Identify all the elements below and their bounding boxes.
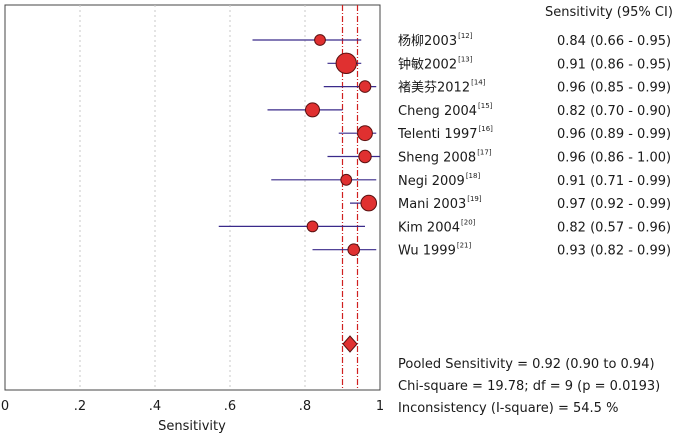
x-tick-label: .6	[224, 399, 236, 414]
pooled-diamond-group	[342, 335, 358, 353]
pooled-diamond	[342, 335, 358, 353]
study-marker	[306, 220, 319, 233]
study-ref: [18]	[466, 172, 481, 180]
study-value: 0.96 (0.86 - 1.00)	[557, 151, 671, 166]
study-value: 0.96 (0.89 - 0.99)	[557, 127, 671, 142]
study-ref: [14]	[471, 79, 486, 87]
study-marker	[358, 149, 372, 164]
study-markers	[305, 34, 378, 256]
study-marker	[314, 34, 326, 46]
study-name: Kim 2004	[398, 220, 460, 235]
study-value: 0.96 (0.85 - 0.99)	[557, 81, 671, 96]
study-name: Cheng 2004	[398, 104, 477, 119]
study-ref: [21]	[457, 242, 472, 250]
x-axis-title: Sensitivity	[158, 419, 226, 434]
study-marker	[357, 125, 373, 142]
summary-stats: Pooled Sensitivity = 0.92 (0.90 to 0.94)…	[398, 357, 660, 416]
study-name: Telenti 1997	[397, 127, 478, 142]
study-ref: [15]	[478, 102, 493, 110]
study-name: Mani 2003	[398, 197, 466, 212]
study-ref: [16]	[479, 125, 494, 133]
summary-line: Chi-square = 19.78; df = 9 (p = 0.0193)	[398, 379, 660, 394]
study-value: 0.91 (0.86 - 0.95)	[557, 57, 671, 72]
study-marker	[305, 102, 320, 118]
study-name: 钟敏2002	[398, 56, 457, 72]
pooled-lines	[341, 5, 359, 390]
study-value: 0.97 (0.92 - 0.99)	[557, 197, 671, 212]
study-marker	[358, 80, 372, 93]
study-marker	[360, 194, 378, 212]
x-tick-label: .8	[299, 399, 311, 414]
study-ref: [13]	[458, 55, 473, 63]
study-name: Wu 1999	[398, 244, 456, 259]
summary-line: Inconsistency (I-square) = 54.5 %	[398, 401, 618, 416]
study-ref: [20]	[461, 218, 476, 226]
summary-line: Pooled Sensitivity = 0.92 (0.90 to 0.94)	[398, 357, 655, 372]
plot-frame	[4, 4, 381, 391]
study-marker	[347, 243, 361, 256]
study-values: 0.84 (0.66 - 0.95) 0.91 (0.86 - 0.95) 0.96…	[557, 34, 671, 259]
x-tick-label: 0	[1, 399, 9, 414]
x-tick-label: 1	[376, 399, 384, 414]
study-name: 褚美芬2012	[398, 81, 470, 96]
study-ref: [17]	[477, 149, 492, 157]
study-value: 0.82 (0.57 - 0.96)	[557, 220, 671, 235]
x-tick-label: .2	[74, 399, 86, 414]
grid-lines	[79, 5, 306, 390]
study-name: Sheng 2008	[398, 151, 476, 166]
study-value: 0.84 (0.66 - 0.95)	[557, 34, 671, 49]
study-name: 杨柳2003	[398, 34, 457, 49]
study-value: 0.93 (0.82 - 0.99)	[557, 244, 671, 259]
value-header: Sensitivity (95% CI)	[545, 5, 673, 20]
study-value: 0.82 (0.70 - 0.90)	[557, 104, 671, 119]
study-ref: [12]	[458, 32, 473, 40]
study-ref: [19]	[467, 195, 482, 203]
x-axis-ticks: 0 .2 .4 .6 .8 1	[1, 399, 384, 414]
study-name: Negi 2009	[398, 174, 465, 189]
x-tick-label: .4	[149, 399, 161, 414]
study-labels: 杨柳2003 [12] 钟敏2002 [13] 褚美芬2012 [14] Cheng 200…	[397, 32, 493, 259]
study-value: 0.91 (0.71 - 0.99)	[557, 174, 671, 189]
study-marker	[335, 52, 357, 74]
study-marker	[340, 173, 353, 186]
